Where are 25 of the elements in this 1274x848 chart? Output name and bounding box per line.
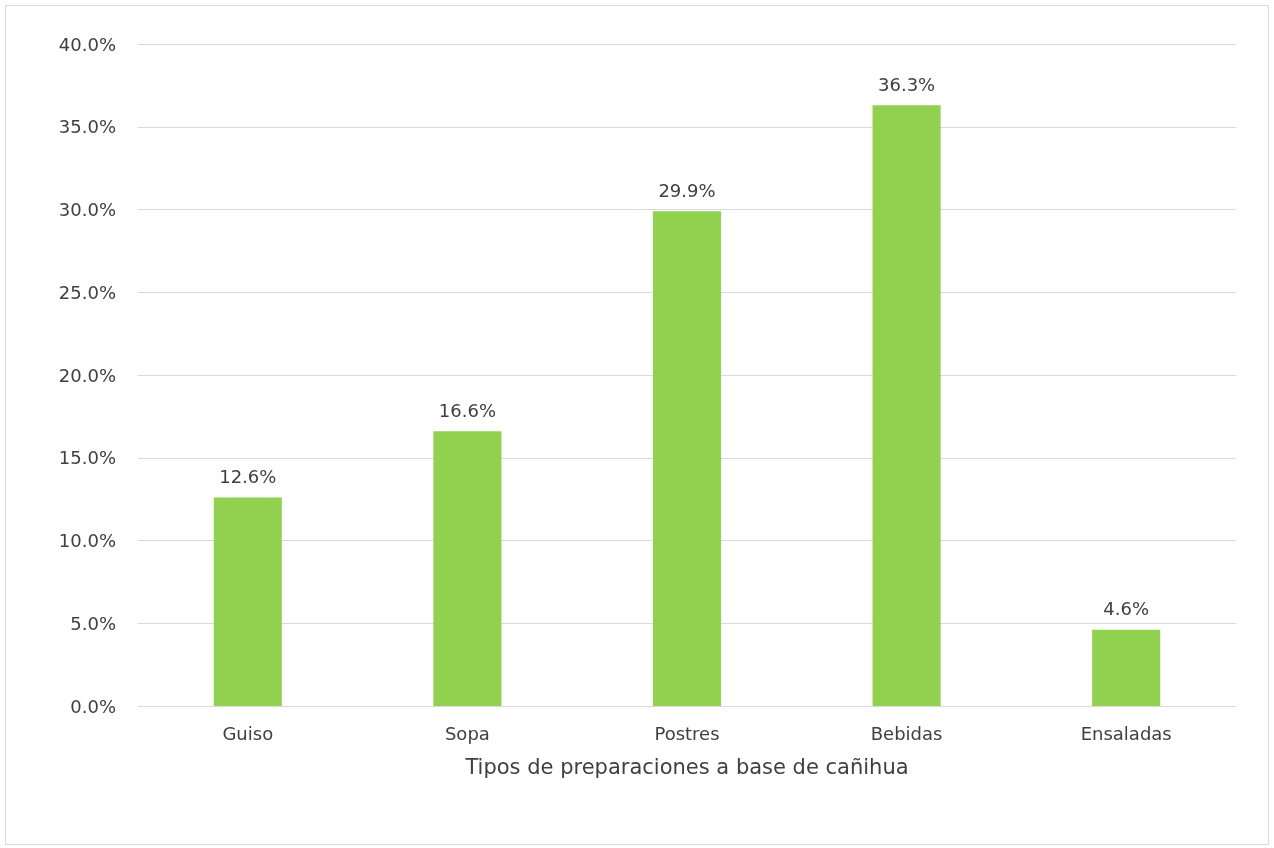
y-tick-label: 30.0% [58,199,116,220]
data-label: 29.9% [658,179,716,201]
x-tick-label: Postres [654,722,720,744]
y-tick-label: 0.0% [70,695,116,717]
data-label: 36.3% [878,73,936,95]
y-tick-label: 20.0% [58,364,116,386]
x-tick-label: Sopa [444,722,490,744]
x-tick-label: Bebidas [870,722,943,744]
x-tick-label: Ensaladas [1080,722,1172,744]
y-tick-label: 5.0% [70,612,116,634]
bar [1092,629,1161,706]
y-tick-label: 35.0% [58,116,116,138]
x-tick-label: Guiso [222,722,274,744]
y-tick-label: 25.0% [58,281,116,303]
y-tick-label: 15.0% [58,447,116,469]
data-label: 16.6% [438,399,496,421]
bar [433,431,502,706]
y-tick-label: 10.0% [58,530,116,551]
y-tick-label: 40.0% [58,33,116,55]
bar [652,211,722,706]
x-axis-title: Tipos de preparaciones a base de cañihua [464,754,909,779]
data-label: 4.6% [1103,598,1150,620]
data-label: 12.6% [219,465,277,487]
bar [872,105,941,706]
bar [213,497,282,706]
